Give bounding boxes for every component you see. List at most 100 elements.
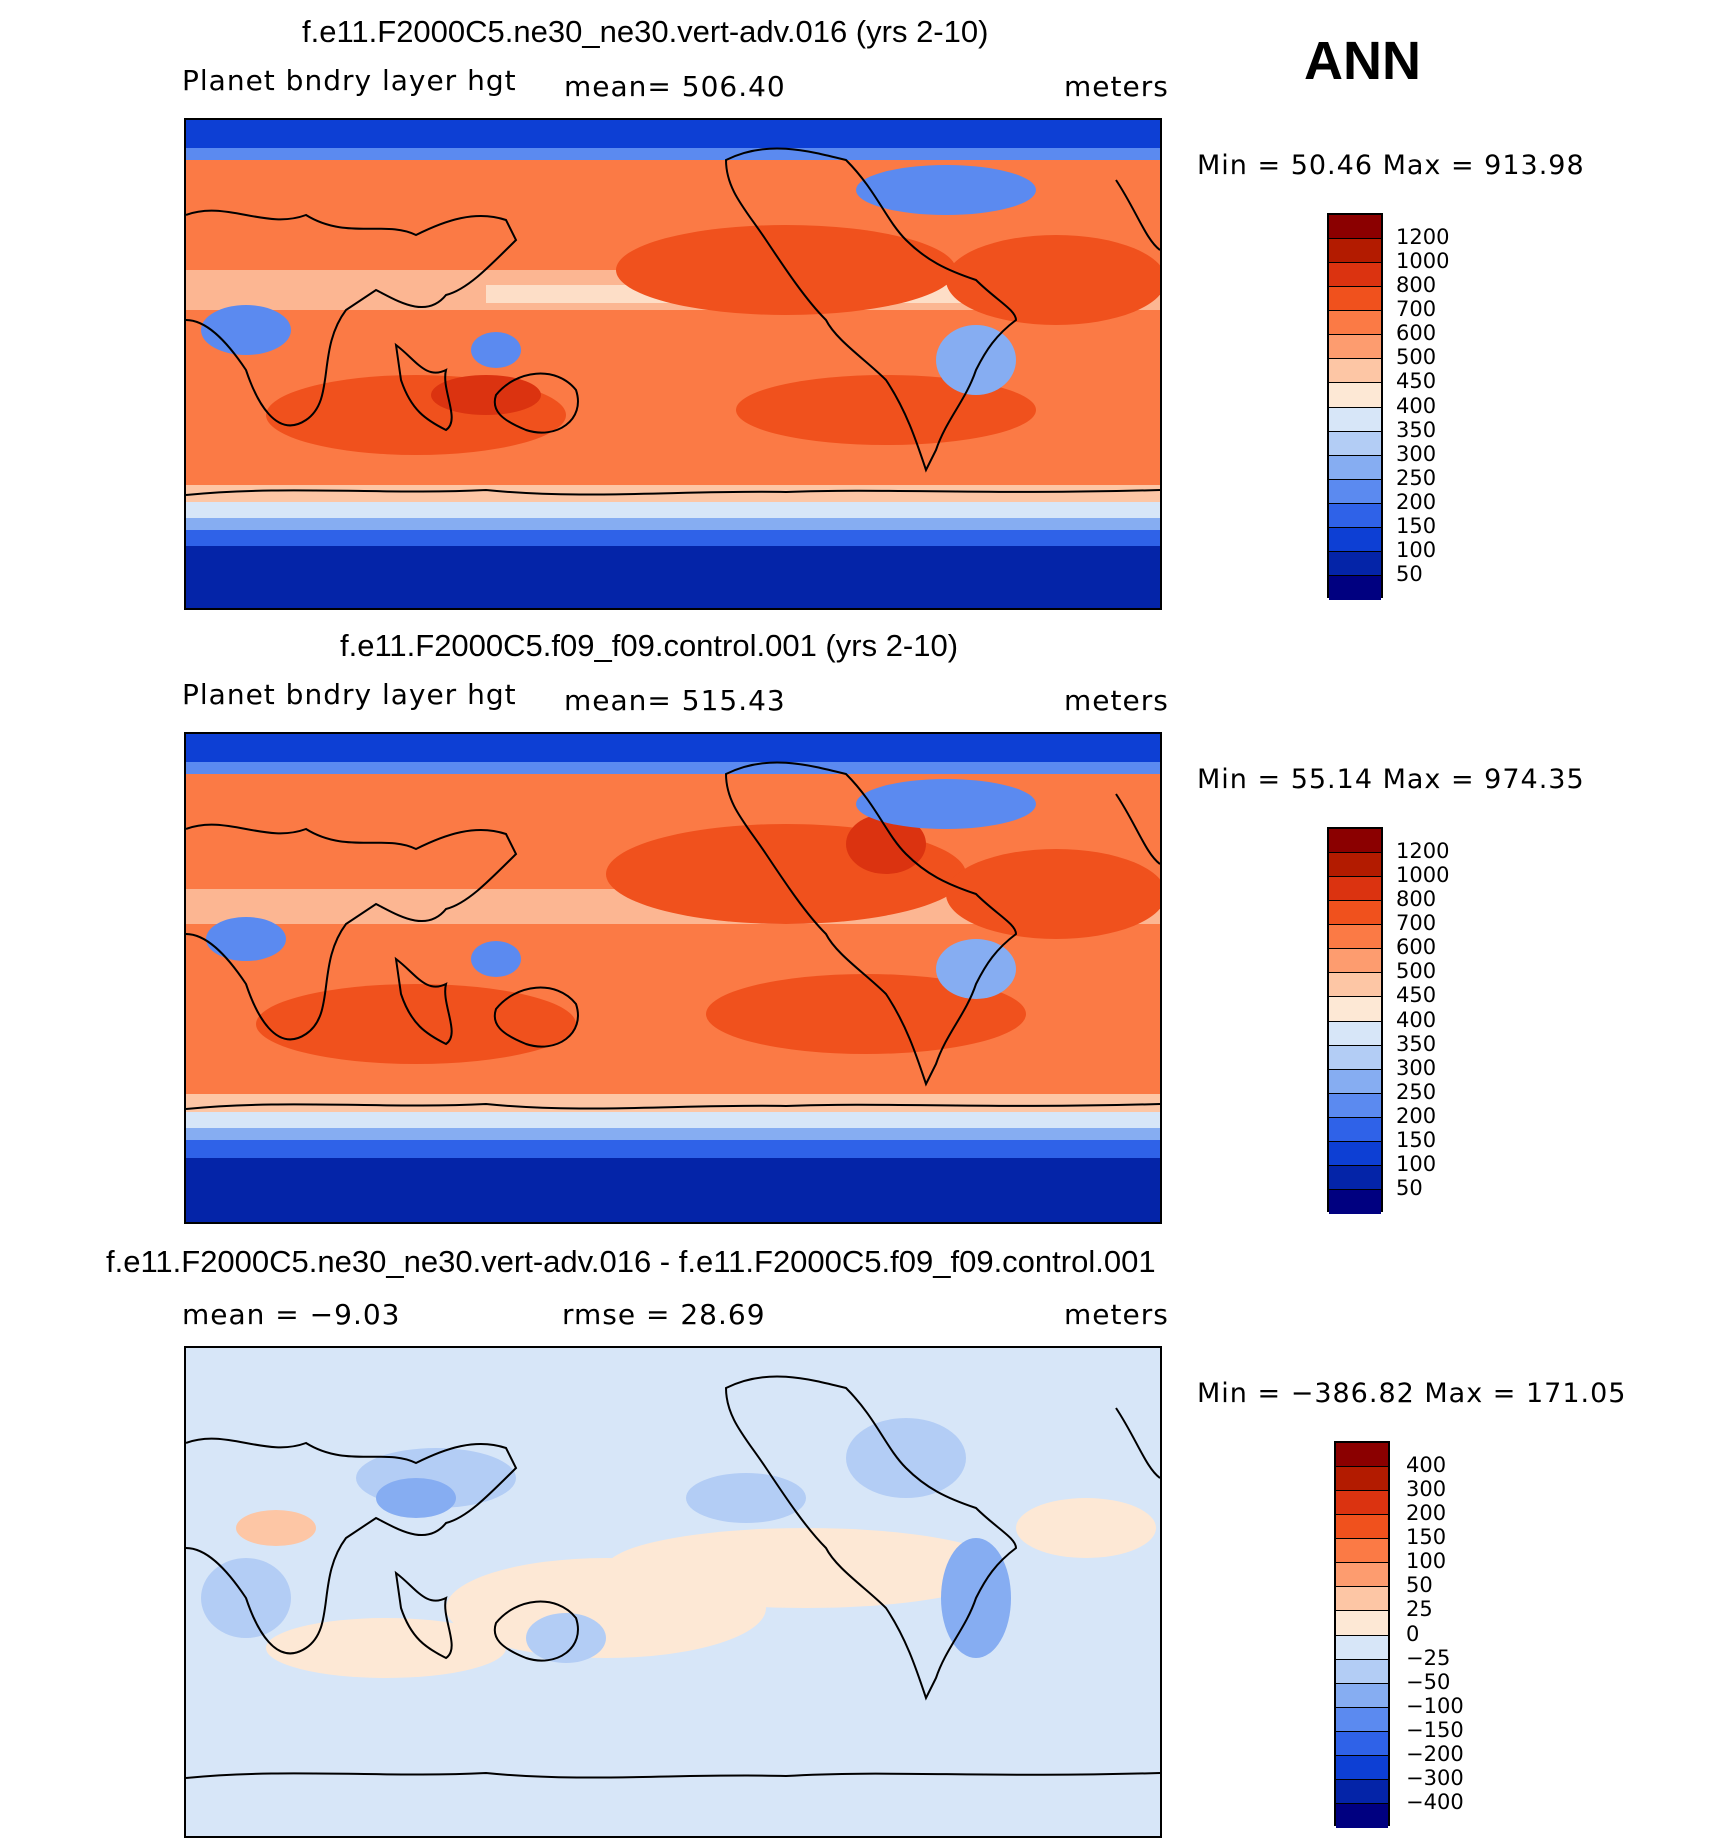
colorbar-tick-label: 500 <box>1396 959 1437 984</box>
colorbar-swatch <box>1329 949 1381 974</box>
colorbar-1 <box>1327 213 1383 600</box>
panel-2-variable: Planet bndry layer hgt <box>182 678 517 711</box>
colorbar-tick-label: 450 <box>1396 369 1437 394</box>
colorbar-tick-label: 300 <box>1396 1055 1437 1080</box>
panel-1-title: f.e11.F2000C5.ne30_ne30.vert-adv.016 (yr… <box>302 14 989 49</box>
colorbar-swatch <box>1329 287 1381 312</box>
colorbar-tick-label: 50 <box>1406 1573 1433 1598</box>
panel-1-mean: mean= 506.40 <box>564 70 786 103</box>
colorbar-tick-label: −150 <box>1406 1717 1464 1742</box>
colorbar-tick-label: 450 <box>1396 983 1437 1008</box>
colorbar-swatch <box>1329 877 1381 902</box>
colorbar-swatch <box>1329 431 1381 456</box>
colorbar-swatch <box>1329 503 1381 528</box>
colorbar-swatch <box>1329 1141 1381 1166</box>
colorbar-tick-label: −25 <box>1406 1645 1451 1670</box>
colorbar-tick-label: 50 <box>1396 561 1423 586</box>
colorbar-tick-label: 350 <box>1396 417 1437 442</box>
colorbar-tick-label: 100 <box>1396 1151 1437 1176</box>
colorbar-tick-label: 150 <box>1396 513 1437 538</box>
panel-2-minmax: Min = 55.14 Max = 974.35 <box>1197 764 1585 795</box>
colorbar-swatch <box>1329 335 1381 360</box>
pblh-map-2 <box>186 734 1160 1222</box>
colorbar-2 <box>1327 827 1383 1214</box>
colorbar-swatch <box>1329 1165 1381 1190</box>
colorbar-swatch <box>1336 1515 1388 1540</box>
panel-3-units: meters <box>1064 1298 1169 1331</box>
colorbar-swatch <box>1329 383 1381 408</box>
colorbar-swatch <box>1336 1467 1388 1492</box>
colorbar-tick-label: 200 <box>1406 1501 1447 1526</box>
colorbar-swatch <box>1329 1117 1381 1142</box>
colorbar-tick-label: 200 <box>1396 1103 1437 1128</box>
colorbar-tick-label: 300 <box>1396 441 1437 466</box>
colorbar-3-labels: 400 300 200 150 100 50 25 0 −25 −50 −100 −150 −200 −3… <box>1406 1441 1486 1826</box>
colorbar-swatch <box>1329 1069 1381 1094</box>
colorbar-tick-label: 250 <box>1396 465 1437 490</box>
colorbar-swatch <box>1329 997 1381 1022</box>
colorbar-swatch <box>1336 1707 1388 1732</box>
colorbar-swatch <box>1329 359 1381 384</box>
colorbar-tick-label: 0 <box>1406 1621 1420 1646</box>
colorbar-swatch <box>1336 1611 1388 1636</box>
colorbar-swatch <box>1329 215 1381 240</box>
colorbar-swatch <box>1336 1683 1388 1708</box>
panel-2-mean: mean= 515.43 <box>564 684 786 717</box>
colorbar-swatch <box>1336 1563 1388 1588</box>
panel-3-map <box>184 1346 1162 1838</box>
colorbar-swatch <box>1329 853 1381 878</box>
colorbar-tick-label: 700 <box>1396 911 1437 936</box>
colorbar-2-labels: 1200 1000 800 700 600 500 450 400 350 300 250 200 15… <box>1396 827 1476 1212</box>
colorbar-tick-label: 1200 <box>1396 839 1450 864</box>
pblh-map-1 <box>186 120 1160 608</box>
colorbar-tick-label: 150 <box>1396 1127 1437 1152</box>
colorbar-swatch <box>1336 1755 1388 1780</box>
colorbar-tick-label: 300 <box>1406 1477 1447 1502</box>
colorbar-swatch <box>1329 1045 1381 1070</box>
colorbar-swatch <box>1329 263 1381 288</box>
colorbar-tick-label: −200 <box>1406 1741 1464 1766</box>
colorbar-swatch <box>1329 575 1381 600</box>
colorbar-tick-label: 400 <box>1406 1453 1447 1478</box>
panel-1-minmax: Min = 50.46 Max = 913.98 <box>1197 150 1585 181</box>
colorbar-tick-label: −50 <box>1406 1669 1451 1694</box>
colorbar-tick-label: 600 <box>1396 321 1437 346</box>
colorbar-1-labels: 1200 1000 800 700 600 500 450 400 350 300 250 200 15… <box>1396 213 1476 598</box>
panel-3-rmse: rmse = 28.69 <box>562 1298 766 1331</box>
panel-3-title: f.e11.F2000C5.ne30_ne30.vert-adv.016 - f… <box>106 1244 1156 1279</box>
colorbar-tick-label: 1000 <box>1396 249 1450 274</box>
colorbar-swatch <box>1329 407 1381 432</box>
colorbar-swatch <box>1329 829 1381 854</box>
colorbar-swatch <box>1329 527 1381 552</box>
colorbar-tick-label: 400 <box>1396 393 1437 418</box>
colorbar-swatch <box>1329 239 1381 264</box>
colorbar-swatch <box>1329 901 1381 926</box>
colorbar-swatch <box>1336 1587 1388 1612</box>
colorbar-tick-label: 250 <box>1396 1079 1437 1104</box>
colorbar-tick-label: 150 <box>1406 1525 1447 1550</box>
colorbar-swatch <box>1336 1779 1388 1804</box>
colorbar-tick-label: 500 <box>1396 345 1437 370</box>
colorbar-tick-label: 400 <box>1396 1007 1437 1032</box>
colorbar-tick-label: 200 <box>1396 489 1437 514</box>
colorbar-tick-label: 25 <box>1406 1597 1433 1622</box>
colorbar-tick-label: 100 <box>1396 537 1437 562</box>
colorbar-swatch <box>1329 973 1381 998</box>
colorbar-3 <box>1334 1441 1390 1828</box>
colorbar-swatch <box>1336 1491 1388 1516</box>
colorbar-swatch <box>1336 1539 1388 1564</box>
colorbar-swatch <box>1329 1189 1381 1214</box>
panel-2-units: meters <box>1064 684 1169 717</box>
colorbar-swatch <box>1329 1021 1381 1046</box>
colorbar-tick-label: 700 <box>1396 297 1437 322</box>
colorbar-tick-label: 1000 <box>1396 863 1450 888</box>
panel-2-map <box>184 732 1162 1224</box>
colorbar-swatch <box>1336 1731 1388 1756</box>
colorbar-tick-label: 50 <box>1396 1175 1423 1200</box>
pblh-diff-map <box>186 1348 1160 1836</box>
panel-3-minmax: Min = −386.82 Max = 171.05 <box>1197 1378 1627 1409</box>
panel-3-mean: mean = −9.03 <box>182 1298 401 1331</box>
colorbar-swatch <box>1329 1093 1381 1118</box>
panel-1-map <box>184 118 1162 610</box>
colorbar-swatch <box>1336 1659 1388 1684</box>
